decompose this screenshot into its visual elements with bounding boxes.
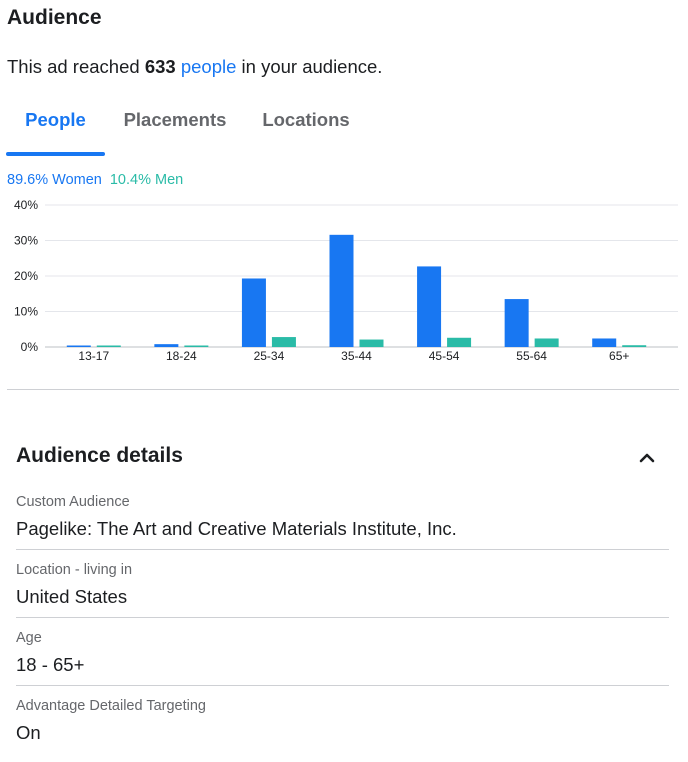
y-tick-label: 40% [14, 198, 38, 212]
chevron-up-icon[interactable] [636, 447, 658, 469]
y-tick-label: 0% [21, 340, 39, 354]
detail-divider [16, 549, 669, 550]
bar-women-35-44[interactable] [329, 234, 354, 347]
age-gender-bar-chart: 0% 10% 20% 30% 40% 13-17 18-24 25-34 35-44 45-54 5… [14, 198, 678, 363]
reach-count: 633 [144, 56, 176, 77]
detail-label: Location - living in [16, 562, 133, 578]
bar-men-13-17[interactable] [96, 345, 121, 348]
detail-value: United States [16, 586, 128, 607]
tab-placements[interactable]: Placements [123, 109, 227, 130]
section-divider [7, 389, 679, 390]
bar-men-45-54[interactable] [447, 337, 472, 347]
bar-men-18-24[interactable] [184, 345, 209, 348]
audience-tabs: People Placements Locations [6, 96, 426, 156]
detail-value: 18 - 65+ [16, 654, 85, 675]
x-tick-label: 35-44 [341, 349, 372, 363]
reach-suffix: in your audience. [236, 56, 383, 77]
bar-women-55-64[interactable] [504, 299, 529, 347]
x-tick-label: 13-17 [78, 349, 109, 363]
y-tick-label: 20% [14, 269, 38, 283]
detail-divider [16, 685, 669, 686]
detail-label: Age [16, 630, 42, 646]
detail-label: Advantage Detailed Targeting [16, 698, 206, 714]
detail-label: Custom Audience [16, 494, 130, 510]
x-tick-label: 25-34 [254, 349, 285, 363]
y-tick-label: 30% [14, 234, 38, 248]
reach-summary: This ad reached 633 people in your audie… [7, 56, 382, 78]
bar-men-25-34[interactable] [271, 337, 296, 347]
tab-locations[interactable]: Locations [262, 109, 350, 130]
detail-location: Location - living in United States [16, 562, 669, 618]
detail-age: Age 18 - 65+ [16, 630, 669, 686]
legend-women: 89.6% Women [7, 172, 102, 188]
x-tick-label: 18-24 [166, 349, 197, 363]
bar-women-13-17[interactable] [66, 345, 91, 348]
bar-men-55-64[interactable] [534, 338, 559, 347]
detail-divider [16, 617, 669, 618]
detail-value: On [16, 722, 41, 743]
bar-men-65+[interactable] [622, 345, 647, 347]
detail-advantage-targeting: Advantage Detailed Targeting On [16, 698, 669, 744]
active-tab-indicator [6, 152, 105, 156]
audience-details-title: Audience details [16, 444, 183, 467]
bar-women-65+[interactable] [592, 338, 617, 347]
x-tick-label: 55-64 [516, 349, 547, 363]
detail-value: Pagelike: The Art and Creative Materials… [16, 518, 457, 539]
bar-women-45-54[interactable] [417, 266, 442, 347]
detail-custom-audience: Custom Audience Pagelike: The Art and Cr… [16, 494, 669, 550]
bar-men-35-44[interactable] [359, 339, 384, 347]
tab-people[interactable]: People [25, 109, 86, 130]
x-tick-label: 45-54 [429, 349, 460, 363]
reach-prefix: This ad reached [7, 56, 145, 77]
bar-women-25-34[interactable] [241, 278, 266, 347]
gender-legend: 89.6% Women 10.4% Men [7, 172, 183, 188]
audience-title: Audience [7, 6, 102, 29]
y-tick-label: 10% [14, 305, 38, 319]
people-link[interactable]: people [180, 56, 237, 77]
bar-women-18-24[interactable] [154, 344, 179, 347]
x-tick-label: 65+ [609, 349, 629, 363]
legend-men: 10.4% Men [109, 172, 184, 188]
